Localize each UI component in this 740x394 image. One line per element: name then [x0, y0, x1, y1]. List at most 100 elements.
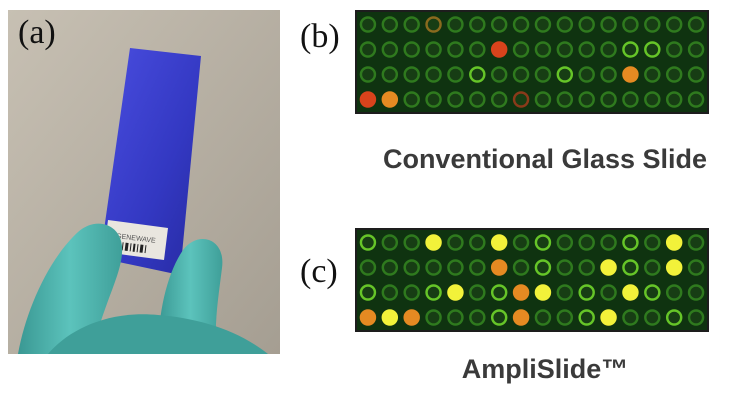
- spot-grid: [359, 16, 705, 108]
- array-spot: [403, 66, 420, 83]
- array-spot: [622, 284, 639, 301]
- array-spot: [381, 66, 399, 83]
- array-spot: [665, 284, 683, 301]
- array-spot: [512, 284, 530, 301]
- array-spot: [381, 41, 399, 58]
- array-spot: [644, 66, 661, 83]
- array-spot: [665, 234, 683, 251]
- array-spot: [687, 66, 705, 83]
- array-spot: [425, 259, 442, 276]
- barcode-text: GENEWAVE: [116, 233, 157, 245]
- array-spot: [359, 284, 377, 301]
- array-spot: [359, 259, 377, 276]
- array-spot: [578, 259, 595, 276]
- array-spot: [665, 66, 683, 83]
- array-spot: [469, 66, 486, 83]
- array-spot: [534, 284, 552, 301]
- array-spot: [665, 41, 683, 58]
- array-spot: [425, 41, 442, 58]
- array-spot: [447, 91, 464, 108]
- array-spot: [644, 16, 661, 33]
- array-spot: [490, 66, 508, 83]
- array-spot: [512, 66, 530, 83]
- array-spot: [381, 259, 399, 276]
- array-spot: [578, 91, 595, 108]
- array-spot: [622, 234, 639, 251]
- array-spot: [665, 309, 683, 326]
- array-spot: [644, 284, 661, 301]
- array-spot: [403, 41, 420, 58]
- array-spot: [556, 91, 574, 108]
- array-spot: [359, 16, 377, 33]
- array-spot: [512, 234, 530, 251]
- slide-photo: GENEWAVE: [8, 10, 280, 354]
- panel-label-b: (b): [300, 18, 340, 55]
- array-spot: [665, 259, 683, 276]
- array-spot: [512, 259, 530, 276]
- array-spot: [512, 91, 530, 108]
- array-spot: [600, 41, 617, 58]
- array-spot: [381, 234, 399, 251]
- array-spot: [469, 41, 486, 58]
- array-spot: [381, 284, 399, 301]
- array-spot: [534, 66, 552, 83]
- array-spot: [600, 91, 617, 108]
- array-spot: [556, 41, 574, 58]
- array-spot: [512, 41, 530, 58]
- array-spot: [600, 66, 617, 83]
- array-spot: [534, 41, 552, 58]
- array-spot: [447, 41, 464, 58]
- array-spot: [578, 16, 595, 33]
- array-spot: [622, 259, 639, 276]
- array-spot: [600, 16, 617, 33]
- array-spot: [425, 66, 442, 83]
- array-spot: [622, 309, 639, 326]
- ampli-microarray: [355, 228, 709, 332]
- caption-amplislide: AmpliSlide™: [461, 354, 629, 384]
- array-spot: [359, 309, 377, 326]
- glass-slide: [100, 48, 201, 275]
- array-spot: [600, 234, 617, 251]
- array-spot: [578, 284, 595, 301]
- array-spot: [469, 16, 486, 33]
- spot-grid: [359, 234, 705, 326]
- array-spot: [490, 309, 508, 326]
- array-spot: [512, 16, 530, 33]
- array-spot: [534, 234, 552, 251]
- array-spot: [403, 309, 420, 326]
- array-spot: [490, 41, 508, 58]
- array-spot: [556, 259, 574, 276]
- array-spot: [534, 309, 552, 326]
- array-spot: [425, 309, 442, 326]
- array-spot: [425, 91, 442, 108]
- glove-palm: [48, 314, 268, 354]
- array-spot: [687, 41, 705, 58]
- array-spot: [556, 16, 574, 33]
- array-spot: [469, 91, 486, 108]
- array-spot: [556, 234, 574, 251]
- array-spot: [578, 234, 595, 251]
- array-spot: [425, 16, 442, 33]
- array-spot: [447, 16, 464, 33]
- array-spot: [687, 309, 705, 326]
- array-spot: [381, 91, 399, 108]
- array-spot: [490, 284, 508, 301]
- array-spot: [687, 284, 705, 301]
- array-spot: [644, 41, 661, 58]
- array-spot: [600, 284, 617, 301]
- array-spot: [447, 66, 464, 83]
- panel-label-c: (c): [300, 253, 338, 290]
- array-spot: [403, 284, 420, 301]
- array-spot: [359, 66, 377, 83]
- array-spot: [644, 309, 661, 326]
- array-spot: [687, 234, 705, 251]
- array-spot: [687, 259, 705, 276]
- array-spot: [447, 284, 464, 301]
- array-spot: [490, 16, 508, 33]
- array-spot: [490, 259, 508, 276]
- array-spot: [490, 91, 508, 108]
- array-spot: [534, 259, 552, 276]
- array-spot: [381, 309, 399, 326]
- array-spot: [403, 16, 420, 33]
- array-spot: [447, 259, 464, 276]
